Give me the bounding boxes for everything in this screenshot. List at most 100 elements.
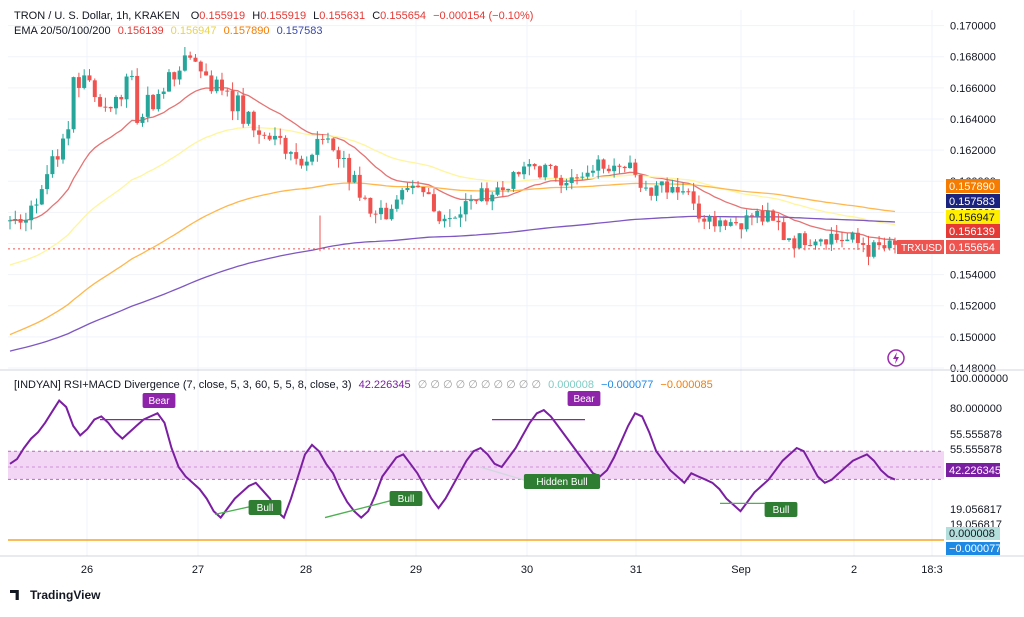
candle-body — [378, 207, 383, 215]
candle-body — [691, 191, 696, 204]
candle-body — [495, 187, 500, 195]
divergence-label-bull — [764, 502, 798, 517]
rsi-tick-label: 55.555878 — [950, 429, 1002, 441]
price-tick-label: 0.164000 — [950, 114, 996, 126]
candle-body — [288, 152, 293, 154]
candle-body — [447, 218, 452, 220]
ohlc-l-label: L — [313, 10, 320, 22]
candle-body — [405, 188, 410, 191]
time-tick-label: 28 — [300, 564, 312, 576]
candle-body — [771, 210, 776, 221]
candle-body — [686, 191, 691, 193]
time-tick-label: 26 — [81, 564, 93, 576]
candle-body — [734, 222, 739, 224]
candle-body — [585, 172, 590, 177]
candle-body — [516, 172, 521, 175]
candle-body — [765, 210, 770, 222]
candle-body — [373, 213, 378, 215]
candle-body — [463, 201, 468, 215]
candle-body — [808, 245, 813, 247]
candle-body — [384, 207, 389, 220]
candle-body — [341, 157, 346, 160]
candle-body — [707, 216, 712, 222]
price-tick-label: 0.162000 — [950, 145, 996, 157]
candle-body — [50, 156, 55, 175]
candle-body — [331, 138, 336, 151]
candle-body — [479, 188, 484, 202]
price-tick-label: 0.148000 — [950, 363, 996, 375]
candle-body — [278, 135, 283, 138]
price-tag-label: 0.156947 — [949, 212, 995, 224]
candle-body — [628, 162, 633, 169]
candle-body — [840, 239, 845, 242]
candle-body — [368, 197, 373, 214]
candle-body — [347, 157, 352, 183]
candle-body — [877, 242, 882, 246]
candle-body — [490, 194, 495, 202]
candle-body — [527, 164, 532, 167]
candle-body — [522, 166, 527, 175]
price-tag-label: 0.157583 — [949, 196, 995, 208]
placeholder-values: ∅ ∅ ∅ ∅ ∅ ∅ ∅ ∅ ∅ ∅ — [417, 379, 542, 391]
macd-tag-bg — [946, 527, 1000, 540]
time-axis[interactable]: 26 27 28 29 30 31 Sep 2 18:3 — [0, 555, 1024, 576]
candle-body — [638, 174, 643, 188]
candle-body — [135, 75, 140, 123]
candle-body — [161, 91, 166, 95]
price-tag-label: 0.157890 — [949, 181, 995, 193]
candle-body — [389, 208, 394, 220]
tradingview-logo[interactable]: TradingView — [10, 588, 100, 602]
time-tick-label: 27 — [192, 564, 204, 576]
candle-body — [718, 220, 723, 227]
indicator-name: [INDYAN] RSI+MACD Divergence (7, close, … — [14, 379, 352, 391]
candle-body — [866, 244, 871, 257]
ema-legend: EMA 20/50/100/200 0.156139 0.156947 0.15… — [14, 24, 326, 38]
macd-a-value: 0.000008 — [548, 379, 594, 391]
candle-body — [294, 152, 299, 159]
candle-body — [871, 242, 876, 257]
lightning-icon-ring — [887, 349, 905, 367]
price-tag-bg — [946, 224, 1000, 238]
candle-body — [569, 177, 574, 184]
price-tick-label: 0.168000 — [950, 52, 996, 64]
price-tag-bg — [946, 240, 1000, 254]
divergence-label-bear — [567, 391, 601, 406]
rsi-band — [8, 451, 944, 480]
candle-body — [797, 233, 802, 249]
candle-body — [893, 240, 897, 245]
candle-body — [590, 170, 595, 173]
candle-body — [45, 174, 50, 190]
rsi-axis[interactable]: 100.000000 80.000000 55.555878 55.555878 19.… — [950, 373, 1008, 531]
lightning-icon[interactable] — [887, 349, 905, 367]
candle-body — [13, 218, 18, 221]
candlesticks[interactable] — [8, 47, 897, 266]
time-tick-label: Sep — [731, 564, 751, 576]
candle-body — [394, 199, 399, 209]
price-tick-label: 0.154000 — [950, 270, 996, 282]
candle-body — [601, 159, 606, 169]
candle-body — [18, 218, 23, 223]
candle-body — [537, 166, 542, 178]
candle-body — [34, 204, 39, 206]
candle-body — [431, 194, 436, 212]
candle-body — [299, 158, 304, 166]
macd-tag-bg — [946, 542, 1000, 555]
candle-body — [315, 138, 320, 155]
candle-body — [29, 205, 34, 221]
candle-body — [702, 218, 707, 222]
candle-body — [310, 154, 315, 162]
rsi-tick-label: 19.056817 — [950, 504, 1002, 516]
candle-body — [267, 135, 272, 140]
candle-body — [818, 239, 823, 242]
candle-body — [82, 75, 87, 88]
time-tick-label: 30 — [521, 564, 533, 576]
rsi-tag-bg — [946, 463, 1000, 477]
candle-body — [543, 164, 548, 178]
divergence-label-text: Hidden Bull — [536, 477, 587, 488]
candle-body — [787, 238, 792, 241]
ohlc-h-value: 0.155919 — [260, 10, 307, 22]
divergence-label-text: Bull — [773, 505, 790, 516]
symbol-title: TRON / U. S. Dollar, 1h, KRAKEN — [14, 10, 180, 22]
candle-body — [193, 57, 198, 62]
